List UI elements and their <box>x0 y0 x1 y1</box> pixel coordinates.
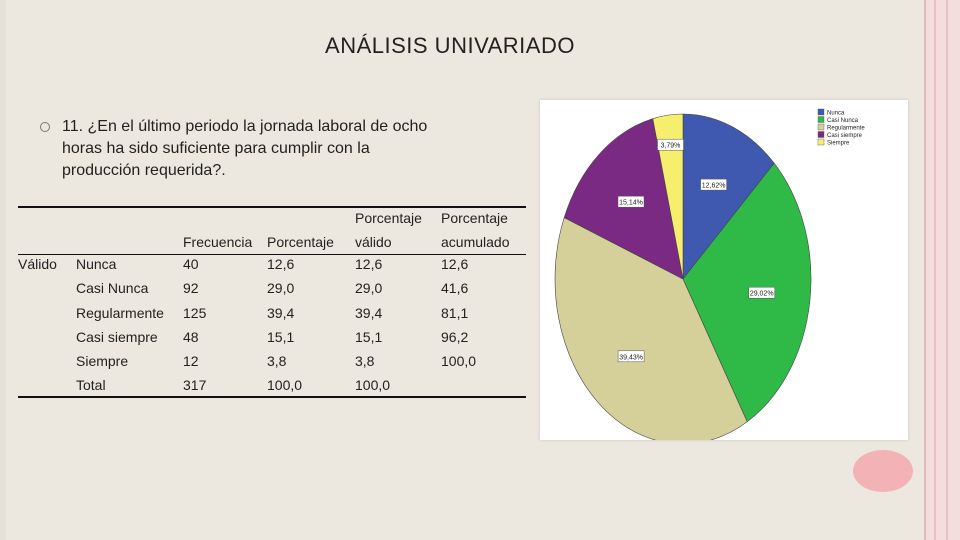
bullet-icon <box>40 122 50 132</box>
pie-label-casi-siempre: 15,14% <box>617 195 645 208</box>
table-header-rule <box>18 254 526 255</box>
row-porcentaje: 3,8 <box>267 353 287 369</box>
row-frecuencia: 48 <box>183 329 199 345</box>
pie-slice-regularmente <box>554 217 748 440</box>
legend-item-nunca: Nunca <box>817 108 845 117</box>
row-label: Regularmente <box>76 305 164 321</box>
header-porcentaje: Porcentaje <box>267 234 334 250</box>
table-top-rule <box>18 206 526 208</box>
row-label: Casi Nunca <box>76 280 149 296</box>
pie-slice-siempre <box>652 113 684 280</box>
svg-text:Casi Nunca: Casi Nunca <box>827 118 859 124</box>
row-frecuencia: 40 <box>183 256 199 272</box>
svg-text:Regularmente: Regularmente <box>827 126 865 132</box>
pie-label-regularmente: 39,43% <box>617 350 645 363</box>
row-porcentaje: 39,4 <box>267 305 295 321</box>
left-border <box>0 0 6 540</box>
row-valido: 39,4 <box>355 305 383 321</box>
row-frecuencia: 92 <box>183 280 199 296</box>
legend-item-regularmente: Regularmente <box>817 123 865 132</box>
row-label: Siempre <box>76 353 129 369</box>
slide-title: ANÁLISIS UNIVARIADO <box>325 33 575 58</box>
row-porcentaje-total: 100,0 <box>267 377 303 393</box>
legend-item-casi-nunca: Casi Nunca <box>817 116 859 124</box>
row-valido: 12,6 <box>355 256 383 272</box>
row-frecuencia: 125 <box>183 305 207 321</box>
pie-chart-panel: 12,62% 29,02% 39,43% 15,14% 3,79% Nunca Casi N… <box>540 100 908 440</box>
pie-label-nunca: 12,62% <box>700 178 727 191</box>
row-frecuencia: 12 <box>183 353 199 369</box>
pie-label-casi-nunca: 29,02% <box>748 286 775 299</box>
row-porcentaje: 12,6 <box>267 256 295 272</box>
legend-item-casi-siempre: Casi siempre <box>817 131 863 139</box>
svg-text:Nunca: Nunca <box>827 111 845 117</box>
svg-text:29,02%: 29,02% <box>750 291 774 298</box>
svg-text:39,43%: 39,43% <box>619 354 643 361</box>
svg-text:3,79%: 3,79% <box>661 143 681 150</box>
row-acumulado: 41,6 <box>441 280 469 296</box>
row-acumulado: 96,2 <box>441 329 469 345</box>
svg-text:Casi siempre: Casi siempre <box>827 133 863 139</box>
pie-slice-nunca <box>682 113 775 280</box>
header-porcentaje-acumulado-2: acumulado <box>441 234 510 250</box>
frequency-table: Frecuencia Porcentaje Porcentaje válido … <box>18 206 526 398</box>
row-label: Nunca <box>76 256 117 272</box>
header-porcentaje-valido-2: válido <box>355 234 392 250</box>
pie-slice-casi-nunca <box>682 162 812 423</box>
group-label-valido: Válido <box>18 256 57 272</box>
row-label-total: Total <box>76 377 106 393</box>
row-valido-total: 100,0 <box>355 377 391 393</box>
row-acumulado: 12,6 <box>441 256 469 272</box>
row-frecuencia-total: 317 <box>183 377 207 393</box>
svg-text:12,62%: 12,62% <box>702 183 726 190</box>
row-acumulado: 81,1 <box>441 305 469 321</box>
row-valido: 29,0 <box>355 280 383 296</box>
svg-text:Siempre: Siempre <box>827 141 850 147</box>
header-frecuencia: Frecuencia <box>183 234 253 250</box>
row-porcentaje: 15,1 <box>267 329 295 345</box>
header-porcentaje-acumulado-1: Porcentaje <box>441 210 508 226</box>
decorative-oval <box>853 450 913 492</box>
row-porcentaje: 29,0 <box>267 280 295 296</box>
row-valido: 15,1 <box>355 329 383 345</box>
row-acumulado: 100,0 <box>441 353 477 369</box>
row-valido: 3,8 <box>355 353 375 369</box>
row-label: Casi siempre <box>76 329 158 345</box>
table-bottom-rule <box>18 396 526 398</box>
legend-item-siempre: Siempre <box>817 138 850 147</box>
question-text: 11. ¿En el último periodo la jornada lab… <box>62 118 428 179</box>
right-border <box>924 0 960 540</box>
header-porcentaje-valido-1: Porcentaje <box>355 210 422 226</box>
svg-text:15,14%: 15,14% <box>619 200 643 207</box>
pie-label-siempre: 3,79% <box>657 138 684 151</box>
